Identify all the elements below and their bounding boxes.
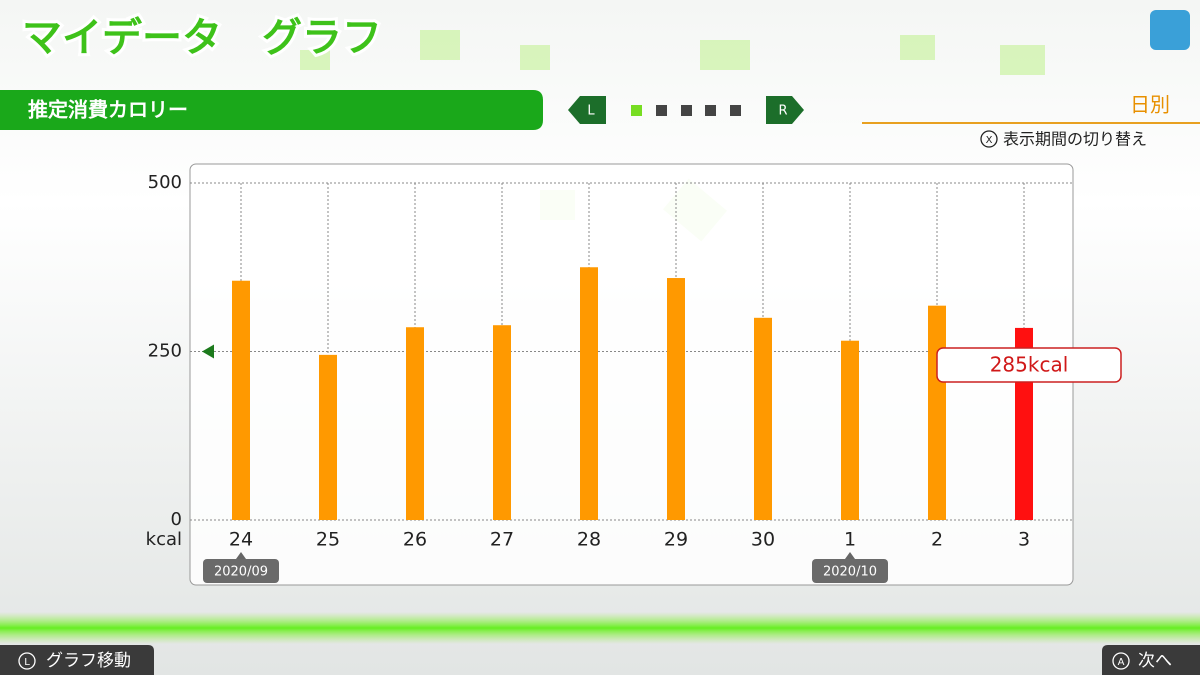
x-tick-label: 2 — [931, 529, 943, 551]
l-button[interactable]: L — [587, 104, 595, 119]
x-tick-label: 25 — [316, 529, 340, 551]
bar — [754, 317, 772, 520]
bar — [667, 278, 685, 520]
x-tick-label: 27 — [490, 529, 514, 551]
level-marker — [202, 344, 214, 359]
x-tick-label: 24 — [229, 529, 253, 551]
left-hint: グラフ移動 — [46, 651, 131, 671]
bar — [493, 325, 511, 520]
next-hint[interactable]: A 次へ — [1102, 645, 1200, 675]
avatar[interactable] — [1150, 10, 1190, 50]
x-button-icon — [980, 130, 998, 148]
x-tick-label: 29 — [664, 529, 688, 551]
y-tick-label: 500 — [148, 172, 182, 193]
screen-title: マイデータ グラフ — [22, 15, 382, 61]
y-unit: kcal — [146, 529, 182, 550]
bar — [841, 340, 859, 520]
toggle-hint: 表示期間の切り替え — [1003, 130, 1147, 149]
bar — [232, 280, 250, 520]
section-title: 推定消費カロリー — [28, 98, 188, 122]
period-label: 日別 — [1130, 93, 1170, 117]
x-tick-label: 30 — [751, 529, 775, 551]
l-stick: L — [24, 657, 30, 668]
y-tick-label: 250 — [148, 341, 182, 362]
y-tick-label: 0 — [171, 509, 182, 530]
right-hint: 次へ — [1138, 651, 1172, 671]
a-button: A — [1118, 657, 1125, 668]
bar — [319, 354, 337, 520]
x-tick-label: 28 — [577, 529, 601, 551]
x-tick-label: 26 — [403, 529, 427, 551]
chart: 0 250 500 kcal 24 2020/09 25 26 27 28 29 30 1 2020/10… — [146, 172, 1122, 583]
month-pointer — [236, 552, 246, 559]
graph-move-hint[interactable]: L グラフ移動 — [0, 645, 154, 675]
value-label: 285kcal — [990, 353, 1069, 377]
glow-band — [0, 612, 1200, 644]
bar — [928, 305, 946, 520]
bar — [580, 267, 598, 520]
month-label: 2020/10 — [823, 565, 877, 580]
month-badge — [812, 559, 888, 583]
r-button[interactable]: R — [778, 104, 787, 119]
x-tick-label: 1 — [844, 529, 856, 551]
month-pointer — [845, 552, 855, 559]
x-button[interactable]: X — [986, 135, 993, 146]
bar — [406, 327, 424, 520]
page-nav[interactable]: L R — [568, 96, 804, 124]
month-badge — [203, 559, 279, 583]
x-tick-label: 3 — [1018, 529, 1030, 551]
section-banner — [0, 90, 543, 130]
value-callout — [936, 347, 1122, 383]
month-label: 2020/09 — [214, 565, 268, 580]
